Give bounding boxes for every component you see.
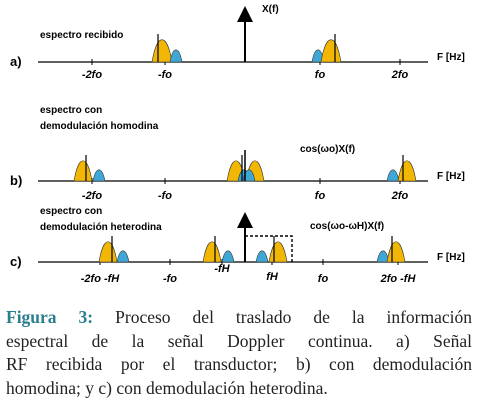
spectrum-lobe xyxy=(116,250,130,263)
filter-box xyxy=(245,235,293,262)
panel-label: c) xyxy=(10,254,22,269)
caption-line: homodina; y c) con demodulación heterodi… xyxy=(6,377,472,401)
tick-label: fo xyxy=(318,273,329,285)
spectrum-lobe xyxy=(169,49,183,63)
panel-title: demodulación homodina xyxy=(40,121,159,132)
tick-label: fH xyxy=(266,271,279,283)
caption-text: RF recibida por el transductor; b) con d… xyxy=(6,354,472,374)
spectrum-lobe xyxy=(268,241,288,263)
tick-label: -2fo xyxy=(82,190,102,202)
spectrum-lobe xyxy=(73,160,93,182)
panel-label: b) xyxy=(10,173,22,188)
spectrum-lobe xyxy=(98,241,118,263)
panel-title: espectro con xyxy=(40,105,102,116)
tick-label: fo xyxy=(315,69,326,81)
spectrum-lobe xyxy=(221,250,235,263)
caption: Figura 3: Proceso del traslado de la inf… xyxy=(6,306,472,400)
caption-text: espectral de la señal Doppler continua. … xyxy=(6,330,472,351)
tick-label: -fH xyxy=(214,263,230,275)
spectrum-lobe xyxy=(320,39,342,63)
spectrum-lobe xyxy=(202,241,222,263)
tick-label: 2fo xyxy=(391,69,409,81)
tick-label: 2fo xyxy=(391,190,409,202)
spectrum-lobe xyxy=(151,39,173,63)
formula: X(f) xyxy=(262,4,279,15)
tick-label: -2fo xyxy=(82,69,102,81)
spectrum-lobe xyxy=(92,169,106,182)
figure: a) espectro recibido X(f) F [Hz] -2fo -fo fo 2f… xyxy=(10,4,465,285)
axis-label: F [Hz] xyxy=(437,252,465,263)
spectrum-lobe xyxy=(397,160,417,182)
tick-label: -fo xyxy=(158,190,172,202)
tick-label: 2fo -fH xyxy=(380,273,417,285)
axis-label: F [Hz] xyxy=(437,52,465,63)
panel-title: espectro recibido xyxy=(40,30,123,41)
caption-line: RF recibida por el transductor; b) con d… xyxy=(6,353,472,377)
caption-line: espectral de la señal Doppler continua. … xyxy=(6,330,472,354)
tick-label: fo xyxy=(315,190,326,202)
caption-line: Figura 3: Proceso del traslado de la inf… xyxy=(6,306,472,330)
spectrum-lobe xyxy=(242,169,256,182)
formula: cos(ωo)X(f) xyxy=(300,144,355,155)
spectrum-lobe xyxy=(386,169,400,182)
caption-label: Figura 3: xyxy=(6,307,94,327)
panel-label: a) xyxy=(10,54,22,69)
axis-label: F [Hz] xyxy=(437,171,465,182)
caption-text: homodina; y c) con demodulación heterodi… xyxy=(6,377,328,398)
formula: cos(ωo-ωH)X(f) xyxy=(310,221,384,232)
panel-title: espectro con xyxy=(40,206,102,217)
caption-text: Proceso del traslado de la información xyxy=(115,307,472,327)
tick-label: -fo xyxy=(163,273,177,285)
spectrum-lobe xyxy=(386,241,406,263)
tick-label: -fo xyxy=(158,69,172,81)
panel-title: demodulación heterodina xyxy=(40,222,162,233)
spectrum-lobe xyxy=(255,250,269,263)
tick-label: -2fo -fH xyxy=(81,273,121,285)
